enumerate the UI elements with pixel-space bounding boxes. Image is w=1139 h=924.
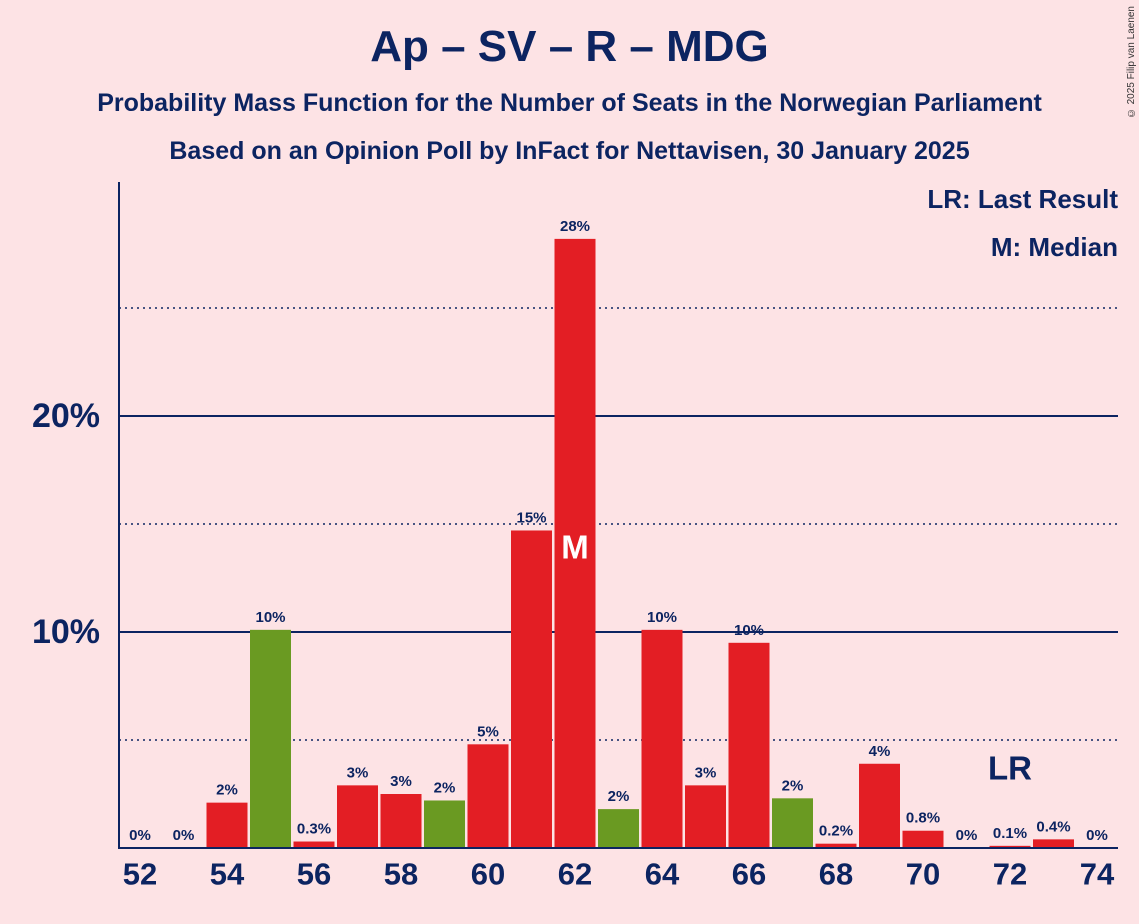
chart-title: Ap – SV – R – MDG — [370, 22, 769, 71]
legend-last-result: LR: Last Result — [927, 184, 1118, 214]
bar-value-label: 0.3% — [297, 821, 331, 838]
x-tick-label: 70 — [906, 857, 940, 892]
bar — [902, 830, 944, 848]
x-tick-label: 66 — [732, 857, 766, 892]
bar-value-label: 28% — [560, 218, 590, 235]
bar-value-label: 2% — [434, 779, 456, 796]
bar-value-label: 3% — [347, 764, 369, 781]
bar-value-label: 0.2% — [819, 823, 853, 840]
x-tick-label: 74 — [1080, 857, 1115, 892]
median-marker: M — [561, 529, 589, 566]
last-result-marker: LR — [988, 750, 1032, 787]
bar — [467, 744, 509, 848]
bar — [685, 785, 726, 848]
bar-value-label: 10% — [647, 609, 677, 626]
chart-subtitle-1: Probability Mass Function for the Number… — [97, 89, 1042, 117]
bar-value-label: 15% — [516, 509, 546, 526]
labels-group: 0% 0% 2% 10% 0.3% 3% 3% 2% 5% 15% 28% 2% 10% 3% 10% 2% 0… — [129, 218, 1108, 844]
bar — [511, 530, 552, 848]
x-tick-label: 72 — [993, 857, 1027, 892]
x-tick-label: 56 — [297, 857, 331, 892]
bar — [293, 841, 335, 848]
bar — [337, 785, 378, 848]
bar-value-label: 0.1% — [993, 825, 1027, 842]
bar — [206, 802, 248, 848]
bar — [641, 629, 683, 848]
bar — [380, 794, 422, 848]
bars-group — [206, 238, 1074, 848]
bar-value-label: 0.4% — [1036, 818, 1070, 835]
x-tick-label: 64 — [645, 857, 680, 892]
bar — [250, 629, 291, 848]
y-tick-label: 10% — [32, 613, 100, 651]
bar-value-label: 0% — [956, 827, 978, 844]
y-tick-label: 20% — [32, 397, 100, 435]
bar — [728, 642, 770, 848]
x-tick-label: 52 — [123, 857, 157, 892]
chart-subtitle-2: Based on an Opinion Poll by InFact for N… — [169, 137, 970, 165]
bar-value-label: 2% — [782, 777, 804, 794]
bar — [815, 843, 857, 848]
bar-value-label: 0.8% — [906, 810, 940, 827]
bar-value-label: 0% — [173, 827, 195, 844]
x-tick-label: 54 — [210, 857, 245, 892]
bar — [859, 763, 900, 848]
bar — [772, 798, 813, 848]
legend-median: M: Median — [990, 232, 1118, 262]
x-tick-label: 68 — [819, 857, 853, 892]
bar — [598, 809, 639, 848]
bar-value-label: 10% — [734, 622, 764, 639]
bar-value-label: 0% — [129, 827, 151, 844]
x-tick-label: 60 — [471, 857, 505, 892]
bar — [1033, 839, 1074, 848]
bar-value-label: 4% — [869, 743, 891, 760]
bar — [554, 238, 596, 848]
bar — [989, 845, 1031, 848]
bar-value-label: 2% — [216, 782, 238, 799]
x-tick-label: 58 — [384, 857, 418, 892]
axes-group: 52 54 56 58 60 62 64 66 68 70 72 74 10% 20% — [32, 182, 1118, 892]
bar-value-label: 10% — [255, 609, 285, 626]
x-tick-label: 62 — [558, 857, 592, 892]
bar-value-label: 2% — [608, 788, 630, 805]
bar-value-label: 3% — [390, 773, 412, 790]
bar-value-label: 0% — [1086, 827, 1108, 844]
bar — [424, 800, 465, 848]
bar-value-label: 5% — [477, 723, 499, 740]
bar-value-label: 3% — [695, 764, 717, 781]
